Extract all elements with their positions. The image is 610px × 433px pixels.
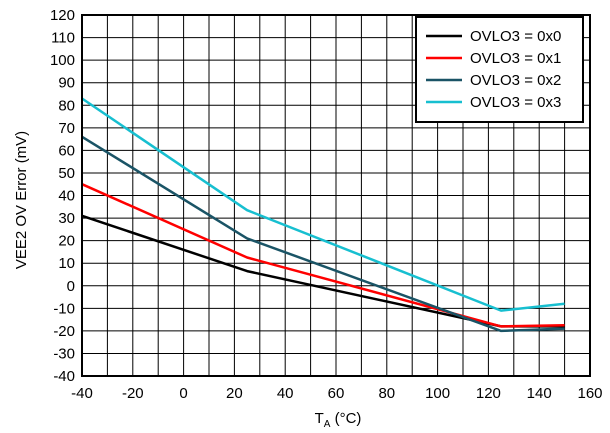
y-tick-label: 100 (50, 52, 75, 69)
legend: OVLO3 = 0x0 OVLO3 = 0x1 OVLO3 = 0x2 OVLO3 =… (415, 16, 584, 123)
y-tick-label: 10 (58, 255, 75, 272)
legend-label-3: OVLO3 = 0x3 (470, 94, 561, 111)
x-axis-label-unit: (°C) (330, 410, 361, 427)
x-tick-label: 20 (226, 385, 243, 402)
y-tick-label: -40 (53, 368, 75, 385)
series-line-2 (81, 135, 565, 333)
y-tick-label: 60 (58, 142, 75, 159)
x-tick-label: 100 (425, 385, 450, 402)
x-tick-labels: -40 -20 0 20 40 60 80 100 120 140 160 (71, 385, 602, 402)
series-lines (81, 97, 565, 333)
y-axis-label: VEE2 OV Error (mV) (13, 131, 30, 269)
legend-label-1: OVLO3 = 0x1 (470, 50, 561, 67)
y-tick-label: 80 (58, 97, 75, 114)
y-tick-label: 50 (58, 165, 75, 182)
x-tick-label: 0 (179, 385, 187, 402)
y-tick-labels: -40 -30 -20 -10 0 10 20 30 40 50 60 70 80 90 100 110 120 (50, 7, 75, 385)
y-tick-label: 70 (58, 120, 75, 137)
y-tick-label: 110 (51, 30, 75, 47)
y-tick-label: -30 (53, 345, 75, 362)
x-tick-label: 140 (527, 385, 552, 402)
legend-label-0: OVLO3 = 0x0 (470, 28, 561, 45)
x-tick-label: 60 (328, 385, 345, 402)
legend-label-2: OVLO3 = 0x2 (470, 72, 561, 89)
x-tick-label: -40 (71, 385, 93, 402)
y-tick-label: 20 (58, 233, 75, 250)
y-tick-label: 40 (58, 188, 75, 205)
plot-frame (81, 14, 591, 377)
series-line-3 (81, 97, 565, 312)
series-line-0 (81, 214, 565, 328)
legend-box (415, 16, 584, 123)
y-tick-label: 0 (67, 278, 75, 295)
y-tick-label: 120 (50, 7, 75, 24)
x-axis-label-main: T (315, 410, 324, 427)
x-axis-label: TA (°C) (315, 410, 362, 430)
x-tick-label: 160 (577, 385, 602, 402)
y-tick-label: -20 (53, 323, 75, 340)
x-tick-label: 120 (476, 385, 501, 402)
x-axis-label-subscript: A (324, 419, 331, 430)
series-line-1 (81, 183, 565, 328)
y-tick-label: 30 (58, 210, 75, 227)
y-tick-label: 90 (58, 75, 75, 92)
legend-items: OVLO3 = 0x0 OVLO3 = 0x1 OVLO3 = 0x2 OVLO3 =… (426, 28, 561, 111)
y-tick-label: -10 (53, 300, 75, 317)
x-tick-label: 40 (277, 385, 294, 402)
x-tick-label: -20 (122, 385, 144, 402)
x-tick-label: 80 (378, 385, 395, 402)
